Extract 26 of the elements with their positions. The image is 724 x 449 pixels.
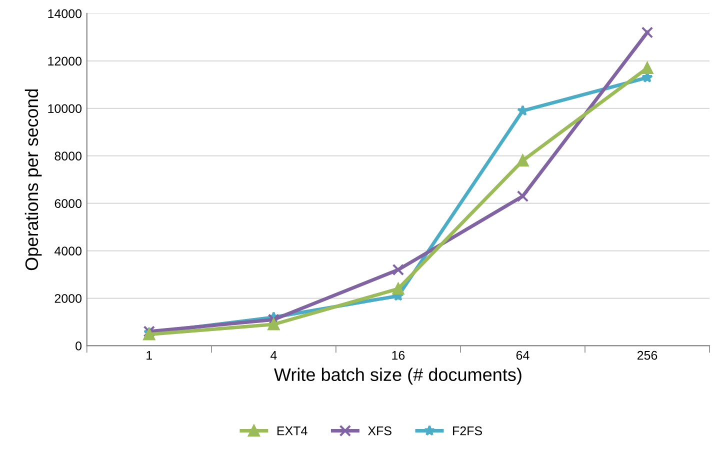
y-axis-title: Operations per second (24, 89, 42, 270)
y-tick-label: 14000 (48, 9, 82, 18)
point (392, 264, 404, 276)
x-tick-label: 64 (516, 350, 530, 360)
point (268, 318, 280, 330)
y-tick-label: 6000 (54, 199, 82, 208)
point (392, 282, 404, 295)
y-tick-label: 12000 (48, 56, 82, 66)
point (268, 314, 280, 326)
y-tick-label: 10000 (48, 104, 82, 114)
y-tick-label: 0 (76, 342, 82, 350)
point (516, 190, 529, 202)
x-axis-title: Write batch size (# documents) (274, 368, 522, 385)
legend-label: XFS (368, 426, 392, 436)
point (516, 154, 529, 167)
x-tick-label: 256 (637, 350, 658, 360)
legend-label: F2FS (453, 426, 482, 436)
point (641, 62, 654, 74)
y-tick-label: 8000 (54, 152, 82, 161)
y-tick-label: 2000 (54, 294, 82, 303)
x-tick-label: 4 (270, 351, 277, 360)
point (641, 26, 654, 38)
y-tick-label: 4000 (54, 246, 82, 256)
legend-label: EXT4 (277, 426, 308, 436)
x-tick-label: 1 (146, 351, 152, 360)
x-tick-label: 16 (392, 350, 405, 360)
